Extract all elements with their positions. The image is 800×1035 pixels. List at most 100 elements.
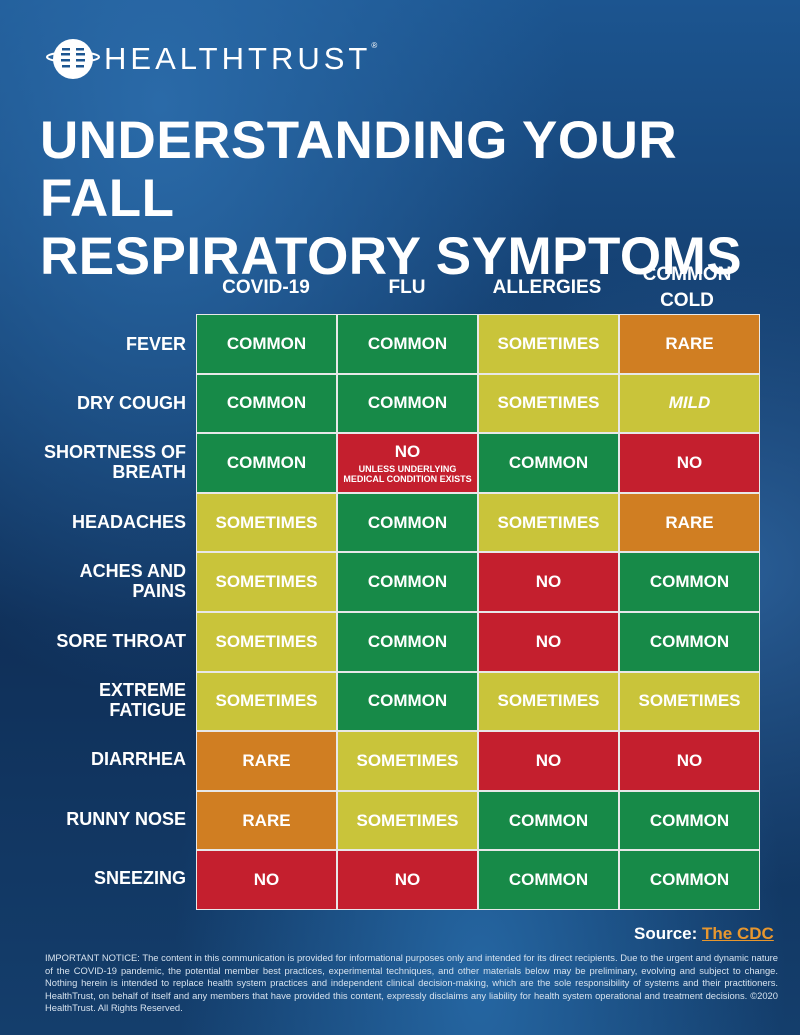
cell-value: NO: [535, 750, 562, 770]
table-cell: COMMON: [620, 553, 759, 611]
row-label: EXTREME FATIGUE: [98, 679, 186, 720]
cell-value: SOMETIMES: [356, 810, 459, 830]
table-cell: SOMETIMES: [197, 672, 336, 731]
cell-value: SOMETIMES: [215, 631, 318, 651]
cell-value: MILD: [668, 393, 711, 413]
table-cell: NO: [479, 612, 618, 671]
table-cell: RARE: [197, 791, 336, 850]
cell-value: NO: [676, 750, 703, 770]
cell-value: COMMON: [226, 333, 307, 353]
table-cell: RARE: [197, 732, 336, 790]
table-cell: SOMETIMES: [197, 493, 336, 552]
column-header: ALLERGIES: [492, 277, 602, 298]
table-cell: COMMON: [197, 434, 336, 492]
cell-value: COMMON: [649, 631, 730, 651]
important-notice: IMPORTANT NOTICE: The content in this co…: [45, 952, 778, 1014]
cell-value: COMMON: [367, 393, 448, 413]
cell-value: COMMON: [367, 512, 448, 532]
table-cell: NO: [620, 434, 759, 492]
table-cell: COMMON: [338, 315, 477, 373]
table-cell: COMMON: [338, 672, 477, 731]
table-cell: COMMON: [338, 612, 477, 671]
table-cell: NO: [620, 732, 759, 790]
table-cell: SOMETIMES: [338, 732, 477, 790]
symptom-grid: COMMON COMMON SOMETIMES RARE COMMON COMMON SOM…: [196, 314, 760, 910]
brand-logo: HEALTHTRUST®: [46, 36, 381, 82]
table-cell: NO: [338, 851, 477, 909]
column-header: FLU: [388, 277, 426, 298]
row-label: RUNNY NOSE: [66, 808, 186, 829]
cell-value: NO: [535, 631, 562, 651]
cell-value: NO: [535, 572, 562, 592]
cell-note: UNLESS UNDERLYING MEDICAL CONDITION EXIS…: [343, 463, 472, 484]
cell-value: COMMON: [367, 333, 448, 353]
table-cell: COMMON: [338, 553, 477, 611]
table-cell: COMMON: [620, 791, 759, 850]
cell-value: SOMETIMES: [215, 572, 318, 592]
cell-value: COMMON: [367, 631, 448, 651]
table-cell: COMMON: [197, 374, 336, 433]
cell-value: COMMON: [508, 452, 589, 472]
column-header: COMMON COLD: [642, 264, 732, 311]
globe-logo-icon: [46, 39, 100, 79]
table-cell: SOMETIMES: [479, 315, 618, 373]
row-label: ACHES AND PAINS: [79, 561, 186, 602]
table-cell: COMMON: [620, 851, 759, 909]
cell-value: RARE: [242, 810, 291, 830]
cell-value: COMMON: [508, 870, 589, 890]
cell-value: COMMON: [649, 572, 730, 592]
cell-value: COMMON: [508, 810, 589, 830]
cell-value: COMMON: [649, 810, 730, 830]
table-cell: RARE: [620, 493, 759, 552]
cell-value: SOMETIMES: [497, 512, 600, 532]
table-cell: SOMETIMES: [479, 493, 618, 552]
row-label: HEADACHES: [71, 511, 186, 532]
table-cell: SOMETIMES: [338, 791, 477, 850]
cell-value: COMMON: [649, 870, 730, 890]
cell-value: COMMON: [367, 691, 448, 711]
cell-value: NO: [394, 870, 421, 890]
table-cell: COMMON: [197, 315, 336, 373]
table-cell: NO: [479, 553, 618, 611]
table-cell: RARE: [620, 315, 759, 373]
cell-value: COMMON: [226, 393, 307, 413]
page-title: UNDERSTANDING YOUR FALL RESPIRATORY SYMP…: [40, 111, 743, 286]
cell-value: SOMETIMES: [497, 691, 600, 711]
table-cell: NO UNLESS UNDERLYING MEDICAL CONDITION EX…: [338, 434, 477, 492]
cell-value: SOMETIMES: [497, 393, 600, 413]
cell-value: SOMETIMES: [497, 333, 600, 353]
cell-value: COMMON: [226, 452, 307, 472]
cell-value: NO: [394, 441, 421, 461]
cell-value: SOMETIMES: [638, 691, 741, 711]
table-cell: COMMON: [338, 374, 477, 433]
table-cell: SOMETIMES: [620, 672, 759, 731]
row-label: SNEEZING: [93, 868, 186, 889]
table-cell: COMMON: [338, 493, 477, 552]
table-cell: COMMON: [479, 791, 618, 850]
table-cell: MILD: [620, 374, 759, 433]
source-link[interactable]: The CDC: [702, 924, 774, 943]
table-cell: NO: [197, 851, 336, 909]
cell-value: SOMETIMES: [215, 691, 318, 711]
brand-name: HEALTHTRUST®: [104, 41, 382, 76]
row-label: DRY COUGH: [76, 392, 186, 413]
table-cell: NO: [479, 732, 618, 790]
table-cell: COMMON: [479, 434, 618, 492]
cell-value: RARE: [665, 333, 714, 353]
cell-value: NO: [676, 452, 703, 472]
row-label: FEVER: [125, 333, 186, 354]
table-cell: SOMETIMES: [197, 612, 336, 671]
table-cell: SOMETIMES: [197, 553, 336, 611]
table-cell: COMMON: [479, 851, 618, 909]
cell-value: RARE: [242, 750, 291, 770]
row-label: SORE THROAT: [56, 630, 186, 651]
cell-value: SOMETIMES: [356, 750, 459, 770]
column-header: COVID-19: [222, 277, 310, 298]
cell-value: RARE: [665, 512, 714, 532]
cell-value: COMMON: [367, 572, 448, 592]
source-line: Source: The CDC: [634, 924, 774, 943]
cell-value: SOMETIMES: [215, 512, 318, 532]
row-label: DIARRHEA: [90, 749, 186, 770]
table-cell: COMMON: [620, 612, 759, 671]
row-label: SHORTNESS OF BREATH: [43, 442, 186, 483]
